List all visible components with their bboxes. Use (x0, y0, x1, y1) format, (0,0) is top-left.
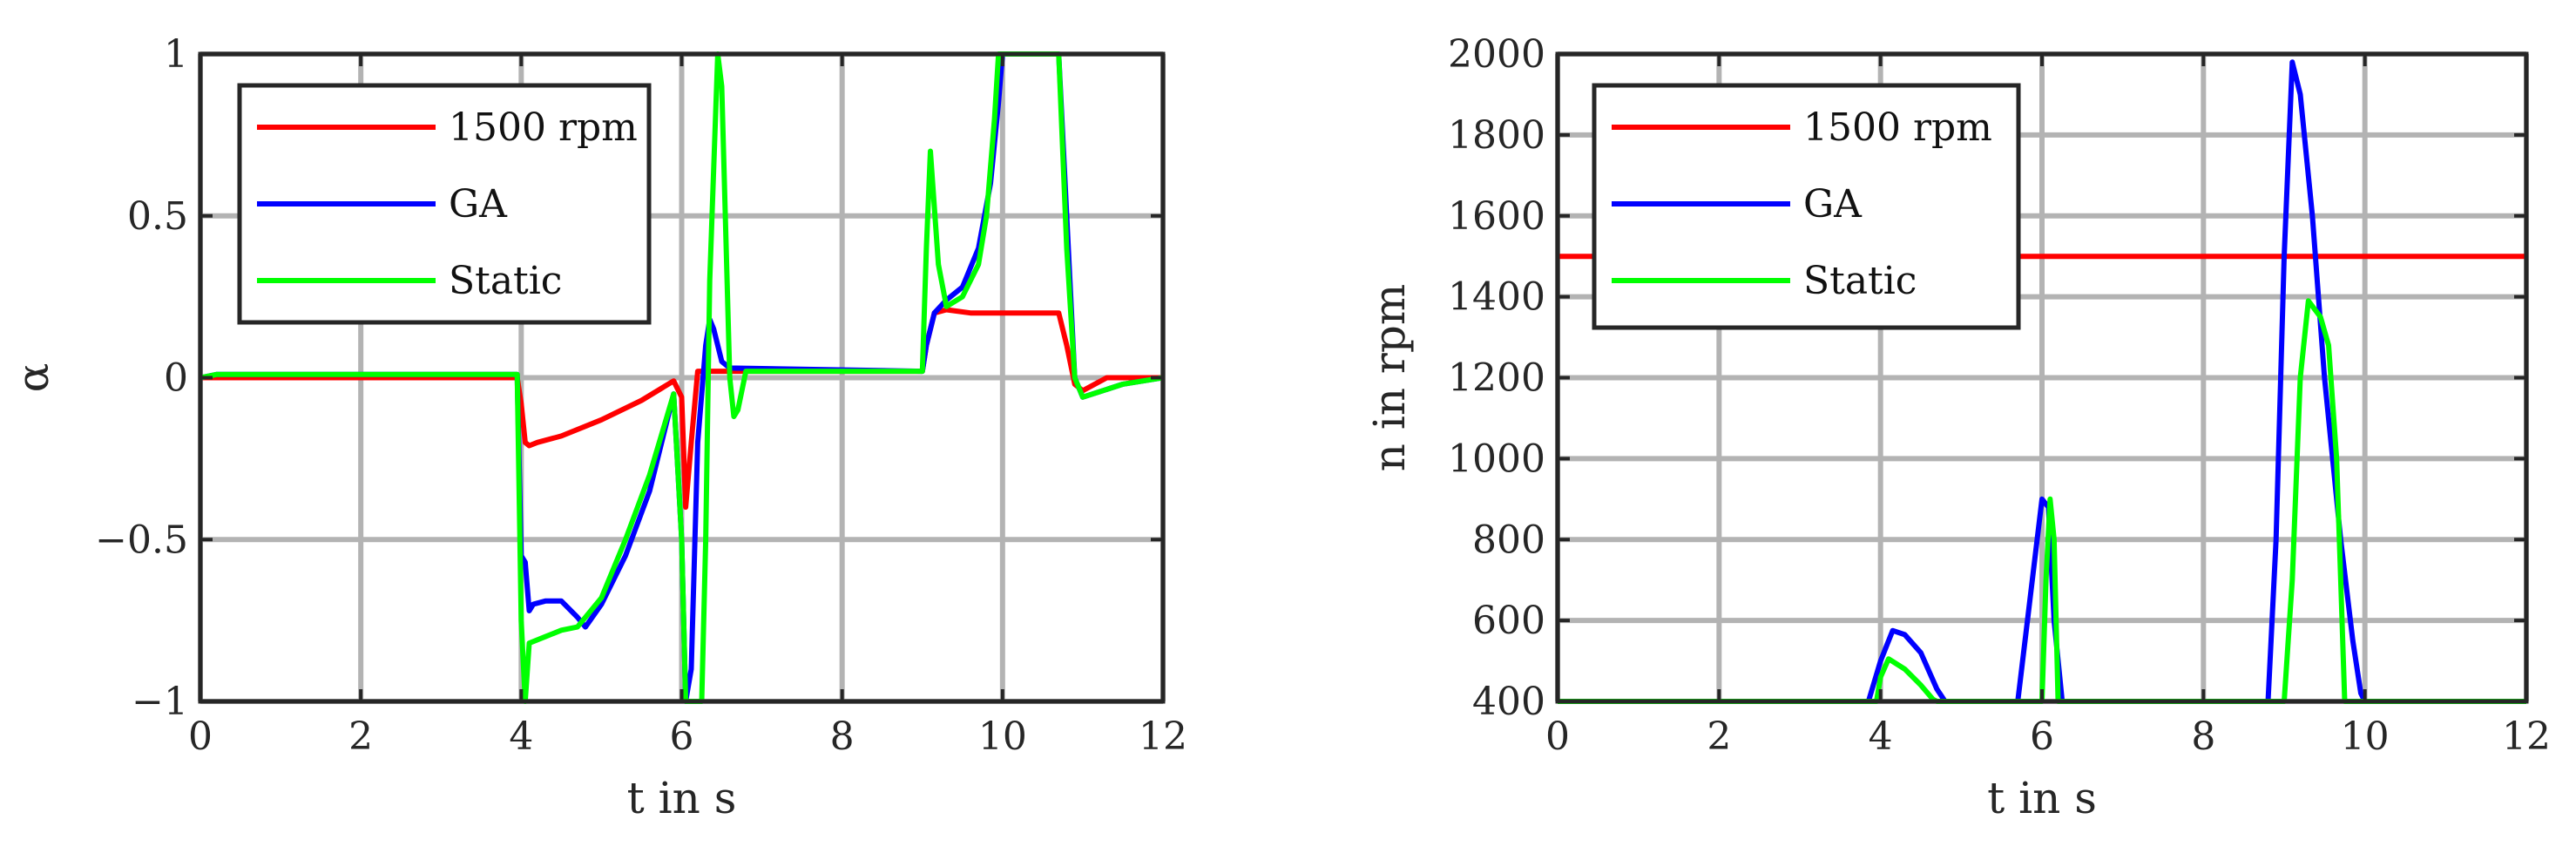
y-tick-label: 2000 (1448, 32, 1545, 77)
y-tick-label: −1 (132, 680, 188, 724)
x-tick-label: 12 (1139, 714, 1187, 759)
y-axis-label: n in rpm (1364, 284, 1415, 472)
series-line-static (1558, 298, 2526, 704)
series-line-1500-rpm (200, 307, 1163, 511)
x-tick-label: 4 (1869, 714, 1893, 759)
x-tick-label: 10 (978, 714, 1027, 759)
y-tick-label: 1400 (1448, 275, 1545, 320)
x-tick-label: 2 (1707, 714, 1731, 759)
x-tick-label: 12 (2502, 714, 2551, 759)
x-axis-label: t in s (627, 773, 737, 823)
series-line-ga (200, 51, 1163, 704)
x-tick-label: 8 (830, 714, 855, 759)
x-tick-label: 10 (2341, 714, 2390, 759)
legend-label-1500-rpm: 1500 rpm (1803, 105, 1992, 150)
y-tick-label: 1200 (1448, 356, 1545, 401)
x-tick-label: 0 (1545, 714, 1570, 759)
y-tick-label: 0 (164, 356, 188, 401)
x-tick-label: 6 (2030, 714, 2054, 759)
y-tick-label: 1 (164, 32, 188, 77)
y-tick-label: 1800 (1448, 113, 1545, 158)
legend-label-1500-rpm: 1500 rpm (449, 105, 638, 150)
series-line-static (200, 51, 1163, 704)
x-axis-label: t in s (1987, 773, 2097, 823)
y-tick-label: 1000 (1448, 437, 1545, 481)
legend: 1500 rpm GA Static (1592, 83, 2021, 330)
y-tick-label: 800 (1472, 518, 1545, 562)
x-tick-label: 6 (670, 714, 694, 759)
x-tick-label: 4 (509, 714, 533, 759)
legend-label-ga: GA (449, 182, 508, 227)
x-tick-label: 2 (348, 714, 373, 759)
legend: 1500 rpm GA Static (237, 83, 652, 325)
x-tick-label: 0 (188, 714, 213, 759)
panel-alpha: 0 2 4 6 8 10 12 −1 −0.5 0 0.5 1 t in s α 1500 rpm GA Sta… (8, 32, 1187, 823)
panel-speed: 0 2 4 6 8 10 12 400 600 800 1000 1200 1400 1600 1800 20… (1364, 32, 2551, 823)
y-axis-label: α (8, 363, 58, 393)
x-tick-label: 8 (2191, 714, 2215, 759)
y-tick-label: 400 (1472, 680, 1545, 724)
legend-label-static: Static (1803, 259, 1917, 303)
y-tick-label: −0.5 (95, 518, 188, 562)
legend-label-ga: GA (1803, 182, 1863, 227)
series-group (200, 51, 1163, 704)
y-tick-label: 600 (1472, 599, 1545, 643)
y-tick-label: 0.5 (127, 194, 188, 239)
legend-label-static: Static (449, 259, 562, 303)
y-tick-label: 1600 (1448, 194, 1545, 239)
